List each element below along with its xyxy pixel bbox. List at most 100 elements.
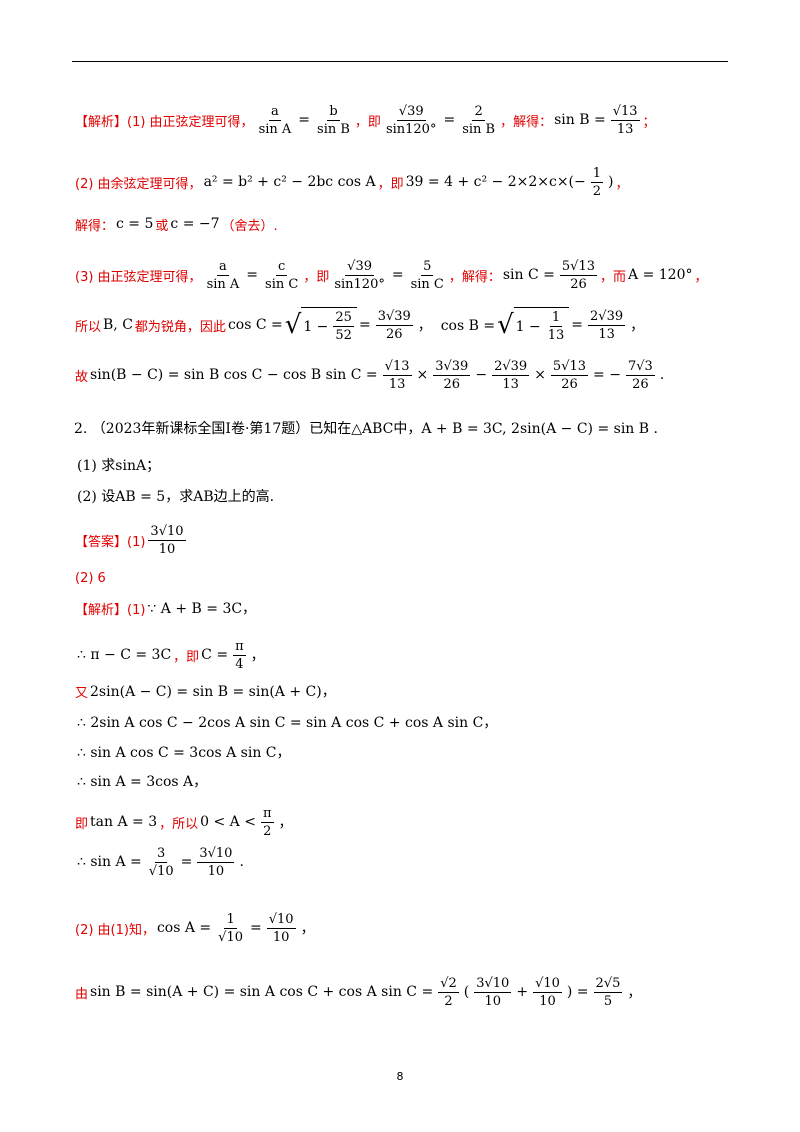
math-text: 2sin(A − C) = sin B = sin(A + C)， [90,684,336,700]
fraction: 2√39 13 [588,309,626,342]
fraction: 3√39 26 [375,309,413,342]
fraction: 2√39 13 [492,359,530,392]
math-text: ∴ π − C = 3C [77,647,172,663]
math-text: . [239,854,244,870]
radical-sign: √ [284,310,302,340]
note-text: 故 [75,369,89,385]
denominator: 4 [235,656,244,672]
math-text: cos A = [156,920,212,936]
note-text: 【答案】(1) [75,534,146,550]
denominator: √10 [218,929,243,945]
fraction: 3 √10 [147,846,176,879]
radicand: 1 −25 52 [301,307,357,343]
math-text: sin C = [502,267,555,283]
note-text: (2) 6 [75,570,106,586]
numerator: √39 [345,258,374,276]
note-text: ，即 [173,649,200,665]
denominator: 13 [598,326,615,342]
numerator: 1 [224,911,237,929]
math-text: ， cos B = [417,318,496,334]
fraction: 25 52 [333,310,354,343]
note-text: ，解得： [448,269,501,285]
fraction: √2 2 [438,976,459,1009]
fraction: 5√13 26 [559,258,598,292]
math-text: sin B = [554,112,606,128]
math-text: ， [278,815,293,831]
note-text: ， [694,269,708,285]
fraction: c sin C [263,259,300,292]
denominator: 2 [263,823,272,839]
text-line: ∴ sin A = 3cos A， [75,759,209,803]
denominator: 2 [592,183,602,199]
note-text: ，即 [377,176,404,192]
numerator: √39 [396,103,426,121]
note-text: 或 [155,218,169,234]
math-text: 1 − [303,318,329,335]
note-text: ，而 [600,269,627,285]
denominator: 26 [385,326,403,342]
numerator: π [233,638,246,656]
denominator: sin C [410,276,444,292]
math-text: . [659,367,665,383]
text-line: (1) 求sinA； [75,443,162,487]
fraction: 3√10 10 [474,976,512,1009]
math-text: cos C = [227,317,283,333]
numerator: b [327,103,340,121]
text-line: (2) 由(1)知， cos A = 1 √10 = √10 10， [75,906,317,950]
math-text: (1) 求sinA； [77,458,161,474]
math-text: ， [300,921,315,937]
math-text: 2. （2023年新课标全国Ⅰ卷·第17题）已知在△ABC中，A + B = 3… [74,421,658,437]
fraction: 3√10 10 [148,523,186,557]
text-line: 2. （2023年新课标全国Ⅰ卷·第17题）已知在△ABC中，A + B = 3… [72,406,660,450]
numerator: 5 [421,258,434,276]
radical-sign: √ [497,310,514,340]
square-root: √ 1 − 1 13 [497,307,570,343]
numerator: 2√5 [593,975,623,993]
numerator: √13 [610,103,640,121]
numerator: √13 [382,358,412,376]
text-line: (2) 6 [75,556,106,600]
denominator: 26 [632,376,649,392]
math-text: a² = b² + c² − 2bc cos A [203,174,376,190]
denominator: sin120° [385,121,437,137]
math-text: sin B = sin(A + C) = sin A cos C + cos A… [90,984,434,1000]
note-text: 都为锐角，因此 [134,319,226,335]
math-text: c = 5 [116,216,154,232]
math-text: C = [201,647,229,663]
math-text: = [298,112,311,128]
math-text: × [534,367,546,383]
denominator: 26 [443,376,461,392]
numerator: 3√10 [197,845,235,863]
header-rule [72,61,728,62]
fraction: √13 13 [610,103,640,137]
note-text: （舍去）. [221,218,278,234]
fraction: 1 √10 [216,912,245,945]
numerator: 2 [472,103,485,121]
note-text: (3) 由正弦定理可得， [75,269,202,285]
math-text: × [416,367,429,383]
numerator: 5√13 [559,258,598,276]
numerator: 3√10 [148,523,186,541]
fraction: a sin A [205,259,242,292]
fraction: √39 sin120° [384,104,439,137]
denominator: sin C [265,276,299,292]
numerator: a [269,103,281,121]
math-text: ， [630,318,645,334]
fraction: √13 13 [382,358,412,392]
denominator: sin A [258,121,292,137]
note-text: 所以 [75,319,102,335]
radicand: 1 − 1 13 [513,307,570,343]
math-text: 1 − [515,318,541,335]
note-text: 即 [75,816,89,832]
text-line: 由 sin B = sin(A + C) = sin A cos C + cos … [75,970,643,1014]
note-text: 由 [75,986,89,1002]
math-text: (2) 设AB = 5，求AB边上的高. [77,489,275,505]
denominator: 52 [335,328,352,343]
denominator: 13 [616,121,634,137]
text-line: 故 sin(B − C) = sin B cos C − cos B sin C … [75,353,666,397]
note-text: 又 [75,685,89,701]
denominator: 13 [502,376,519,392]
